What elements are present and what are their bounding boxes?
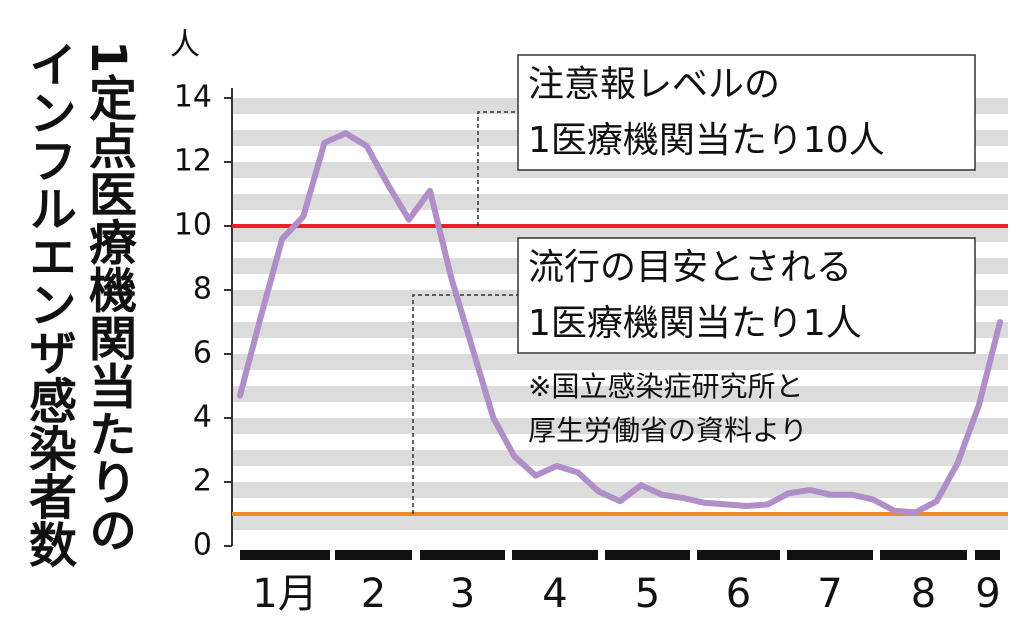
x-tick-label: 5 bbox=[635, 571, 660, 617]
month-bar bbox=[605, 550, 690, 560]
stripe bbox=[232, 354, 1008, 370]
stripe bbox=[232, 386, 1008, 402]
y-tick-label: 4 bbox=[193, 400, 212, 435]
month-bar bbox=[420, 550, 505, 560]
data-line bbox=[237, 130, 1003, 516]
note: ※国立感染症研究所と bbox=[528, 370, 803, 403]
annotation-text: 注意報レベルの bbox=[528, 64, 780, 105]
y-tick-label: 8 bbox=[193, 272, 212, 307]
annotation-box bbox=[517, 237, 976, 354]
connector bbox=[477, 111, 518, 226]
connector bbox=[412, 294, 518, 514]
x-tick-label: 8 bbox=[911, 571, 936, 617]
month-bar bbox=[240, 550, 330, 560]
x-tick-label: 6 bbox=[726, 571, 751, 617]
annotation-text: 1医療機関当たり1人 bbox=[528, 303, 862, 344]
stripe bbox=[232, 482, 1008, 498]
chart-title: インフルエンザ感染者数 bbox=[20, 40, 77, 568]
x-tick-label: 3 bbox=[450, 571, 475, 617]
x-tick-label: 1月 bbox=[252, 571, 317, 617]
stripe bbox=[232, 450, 1008, 466]
y-tick-label: 14 bbox=[174, 80, 212, 115]
y-unit: 人 bbox=[170, 28, 200, 63]
y-tick-label: 12 bbox=[174, 144, 212, 179]
month-bar bbox=[787, 550, 873, 560]
annotation-box bbox=[517, 54, 976, 171]
y-tick-label: 0 bbox=[193, 528, 212, 563]
x-tick-label: 9 bbox=[975, 571, 1000, 617]
x-tick-label: 7 bbox=[817, 571, 842, 617]
y-tick-label: 2 bbox=[193, 464, 212, 499]
stripe bbox=[232, 418, 1008, 434]
month-bar bbox=[335, 550, 412, 560]
chart-title: 1定点医療機関当たりの bbox=[80, 40, 137, 553]
note: 厚生労働省の資料より bbox=[528, 414, 807, 447]
stripe bbox=[232, 514, 1008, 530]
month-bar bbox=[975, 550, 1000, 560]
y-tick-label: 6 bbox=[193, 336, 212, 371]
annotation-text: 1医療機関当たり10人 bbox=[528, 120, 885, 161]
month-bar bbox=[880, 550, 967, 560]
month-bar bbox=[697, 550, 780, 560]
month-bar bbox=[512, 550, 598, 560]
x-tick-label: 2 bbox=[361, 571, 386, 617]
y-tick-label: 10 bbox=[174, 208, 212, 243]
annotation-text: 流行の目安とされる bbox=[528, 247, 852, 288]
x-tick-label: 4 bbox=[542, 571, 567, 617]
stripe bbox=[232, 194, 1008, 210]
